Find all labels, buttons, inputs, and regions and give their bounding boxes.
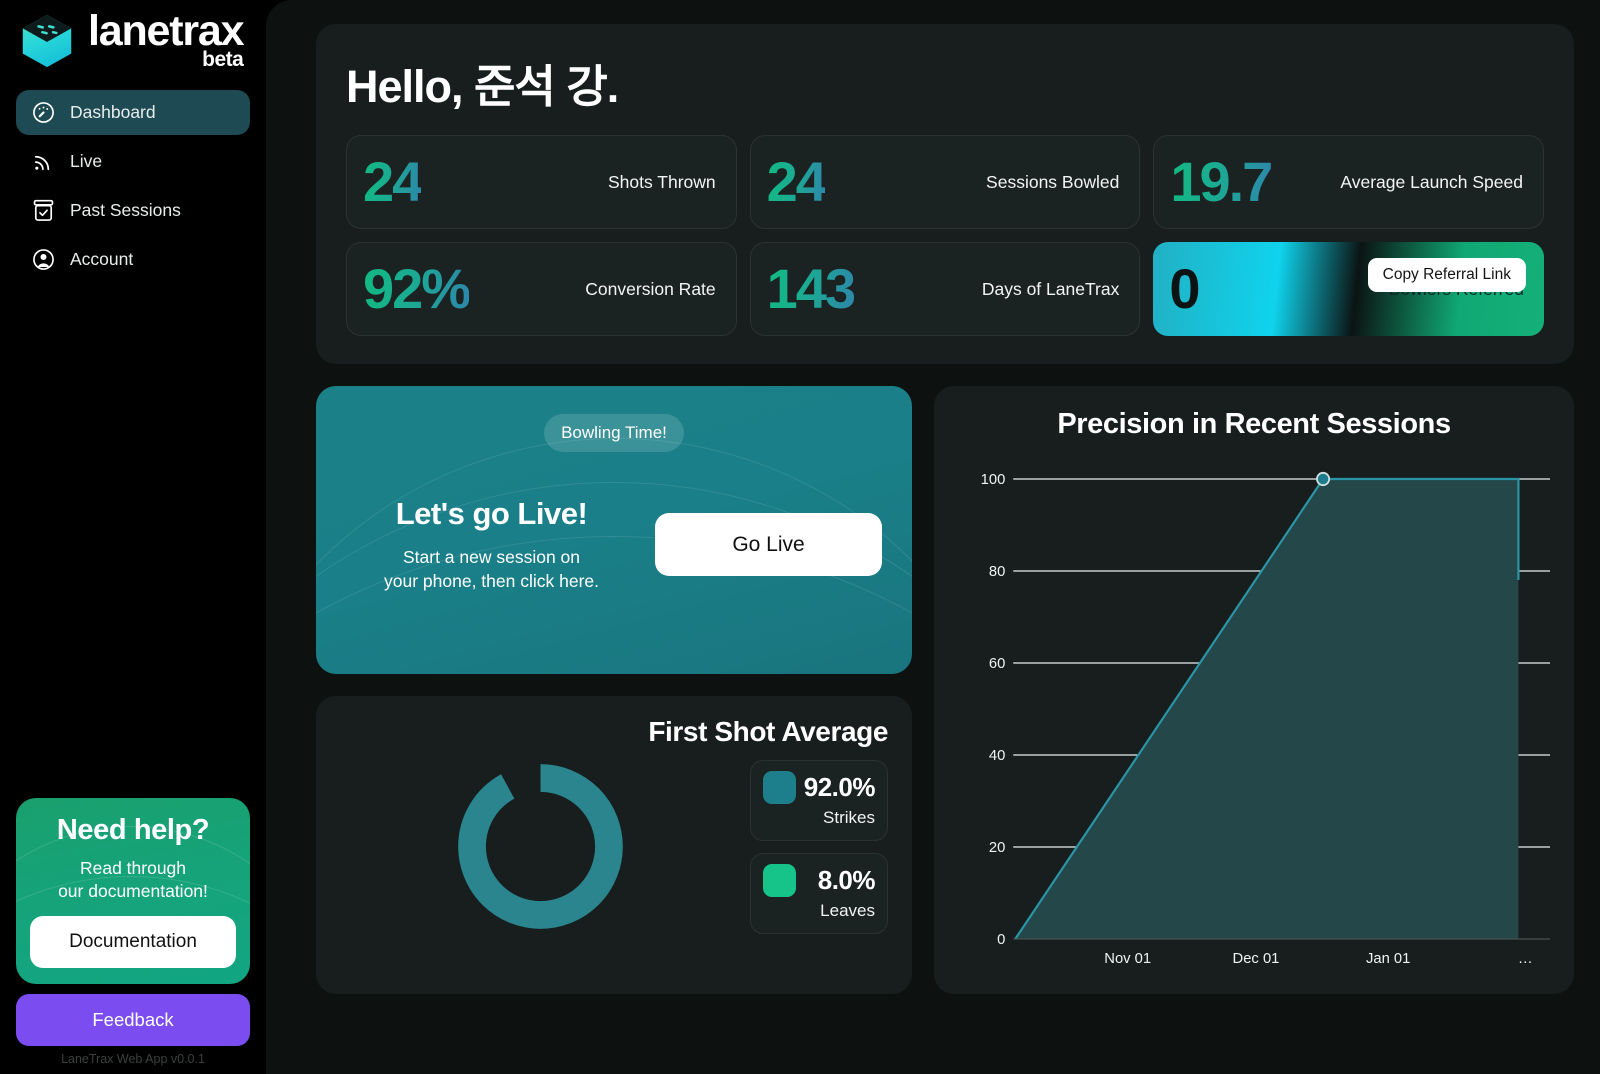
left-column: Bowling Time! Let's go Live! Start a new…: [316, 386, 912, 994]
stat-value: 92%: [363, 257, 471, 320]
stat-card-average-launch-speed: 19.7 Average Launch Speed: [1153, 135, 1544, 229]
sidebar-item-label: Live: [70, 151, 103, 171]
overview-panel: Hello, 준석 강. 24 Shots Thrown 24 Sessions…: [316, 24, 1574, 364]
svg-text:20: 20: [989, 840, 1005, 856]
documentation-button[interactable]: Documentation: [30, 916, 236, 968]
donut-row: 92.0% Strikes 8.0% Leaves: [340, 754, 888, 939]
stat-card-shots-thrown: 24 Shots Thrown: [346, 135, 737, 229]
go-live-description: Start a new session on your phone, then …: [346, 546, 637, 593]
legend-item-strikes: 92.0% Strikes: [750, 759, 888, 841]
stat-label: Conversion Rate: [585, 278, 716, 299]
main-content: Hello, 준석 강. 24 Shots Thrown 24 Sessions…: [266, 0, 1600, 1074]
go-live-heading: Let's go Live!: [395, 496, 588, 531]
svg-text:Nov 01: Nov 01: [1104, 951, 1151, 967]
stats-grid: 24 Shots Thrown 24 Sessions Bowled 19.7 …: [346, 135, 1544, 336]
legend-item-leaves: 8.0% Leaves: [750, 852, 888, 934]
copy-referral-link-button[interactable]: Copy Referral Link: [1367, 258, 1526, 292]
go-live-desc-line1: Start a new session on: [402, 547, 581, 567]
user-circle-icon: [30, 247, 56, 273]
bowling-time-badge[interactable]: Bowling Time!: [544, 414, 684, 452]
legend-value: 8.0%: [817, 864, 876, 895]
chart-x-ticks: Nov 01 Dec 01 Jan 01 …: [1104, 951, 1532, 967]
sidebar-item-past-sessions[interactable]: Past Sessions: [16, 188, 250, 233]
feedback-button[interactable]: Feedback: [16, 994, 250, 1046]
stat-card-days-of-lanetrax: 143 Days of LaneTrax: [749, 242, 1141, 336]
svg-text:Dec 01: Dec 01: [1233, 951, 1280, 967]
svg-text:40: 40: [989, 748, 1005, 764]
sidebar-item-label: Past Sessions: [70, 200, 181, 220]
go-live-card: Bowling Time! Let's go Live! Start a new…: [316, 386, 912, 674]
stat-card-bowlers-referred[interactable]: 0 Bowlers Referred Copy Referral Link: [1153, 242, 1544, 336]
chart-y-ticks: 100 80 60 40 20 0: [981, 472, 1006, 948]
sidebar-item-label: Dashboard: [70, 102, 156, 122]
stat-value: 143: [766, 257, 856, 320]
sidebar-item-dashboard[interactable]: Dashboard: [16, 90, 250, 135]
sidebar-nav: Dashboard Live: [16, 90, 250, 282]
go-live-button[interactable]: Go Live: [655, 513, 882, 577]
legend-swatch-icon: [763, 770, 796, 804]
brand-name: lanetrax: [88, 6, 245, 55]
help-subtitle: Read through our documentation!: [30, 857, 236, 902]
svg-text:80: 80: [989, 564, 1005, 580]
donut-legend: 92.0% Strikes 8.0% Leaves: [750, 759, 888, 934]
sidebar-item-live[interactable]: Live: [16, 139, 250, 184]
svg-text:Jan 01: Jan 01: [1366, 951, 1410, 967]
stat-label: Days of LaneTrax: [981, 278, 1120, 299]
lower-section: Bowling Time! Let's go Live! Start a new…: [316, 386, 1574, 994]
page-title: Hello, 준석 강.: [346, 61, 619, 112]
go-live-texts: Let's go Live! Start a new session on yo…: [346, 496, 637, 593]
legend-label: Leaves: [820, 900, 875, 920]
svg-text:60: 60: [989, 656, 1005, 672]
sidebar: lanetrax beta Dashboard: [0, 0, 266, 1074]
help-subtitle-line1: Read through: [79, 858, 187, 879]
stat-value: 24: [766, 150, 827, 213]
help-card: Need help? Read through our documentatio…: [16, 798, 250, 984]
precision-area-chart[interactable]: 100 80 60 40 20 0: [958, 455, 1550, 975]
stat-label: Average Launch Speed: [1340, 171, 1523, 192]
help-subtitle-line2: our documentation!: [58, 880, 208, 901]
sidebar-item-label: Account: [70, 249, 134, 269]
archive-check-icon: [30, 198, 56, 224]
chart-area-fill: [1015, 479, 1519, 939]
chart-title: Precision in Recent Sessions: [1057, 408, 1451, 440]
first-shot-average-card: First Shot Average 92.0%: [316, 696, 912, 994]
legend-top: 92.0%: [763, 770, 876, 804]
donut-slice-strikes: [458, 764, 623, 929]
legend-top: 8.0%: [763, 863, 876, 897]
go-live-desc-line2: your phone, then click here.: [384, 570, 599, 591]
chart-peak-marker[interactable]: [1316, 471, 1331, 487]
stat-card-sessions-bowled: 24 Sessions Bowled: [749, 135, 1141, 229]
brand-beta-tag: beta: [202, 48, 244, 72]
legend-value: 92.0%: [803, 771, 876, 802]
legend-label: Strikes: [823, 807, 875, 827]
broadcast-icon: [30, 149, 56, 175]
app-version-label: LaneTrax Web App v0.0.1: [61, 1052, 205, 1066]
legend-swatch-icon: [763, 863, 796, 897]
gauge-icon: [30, 100, 56, 126]
stat-label: Shots Thrown: [608, 171, 716, 192]
stat-card-conversion-rate: 92% Conversion Rate: [346, 242, 737, 336]
stat-value: 0: [1169, 257, 1200, 320]
svg-text:100: 100: [981, 472, 1006, 488]
chart-line: [1014, 477, 1520, 940]
cube-logo-icon: [22, 14, 72, 68]
donut-card-title: First Shot Average: [648, 716, 888, 747]
donut-chart: [458, 764, 623, 929]
go-live-body: Let's go Live! Start a new session on yo…: [346, 496, 882, 593]
svg-text:…: …: [1518, 951, 1533, 967]
stat-label: Sessions Bowled: [986, 171, 1120, 192]
help-title: Need help?: [56, 814, 210, 847]
svg-text:0: 0: [997, 932, 1005, 948]
stat-value: 19.7: [1170, 150, 1273, 213]
brand-logo[interactable]: lanetrax beta: [16, 0, 250, 88]
stat-value: 24: [363, 150, 423, 213]
sidebar-spacer: [16, 282, 250, 798]
sidebar-item-account[interactable]: Account: [16, 237, 250, 282]
precision-chart-card: Precision in Recent Sessions 100 80: [934, 386, 1574, 994]
